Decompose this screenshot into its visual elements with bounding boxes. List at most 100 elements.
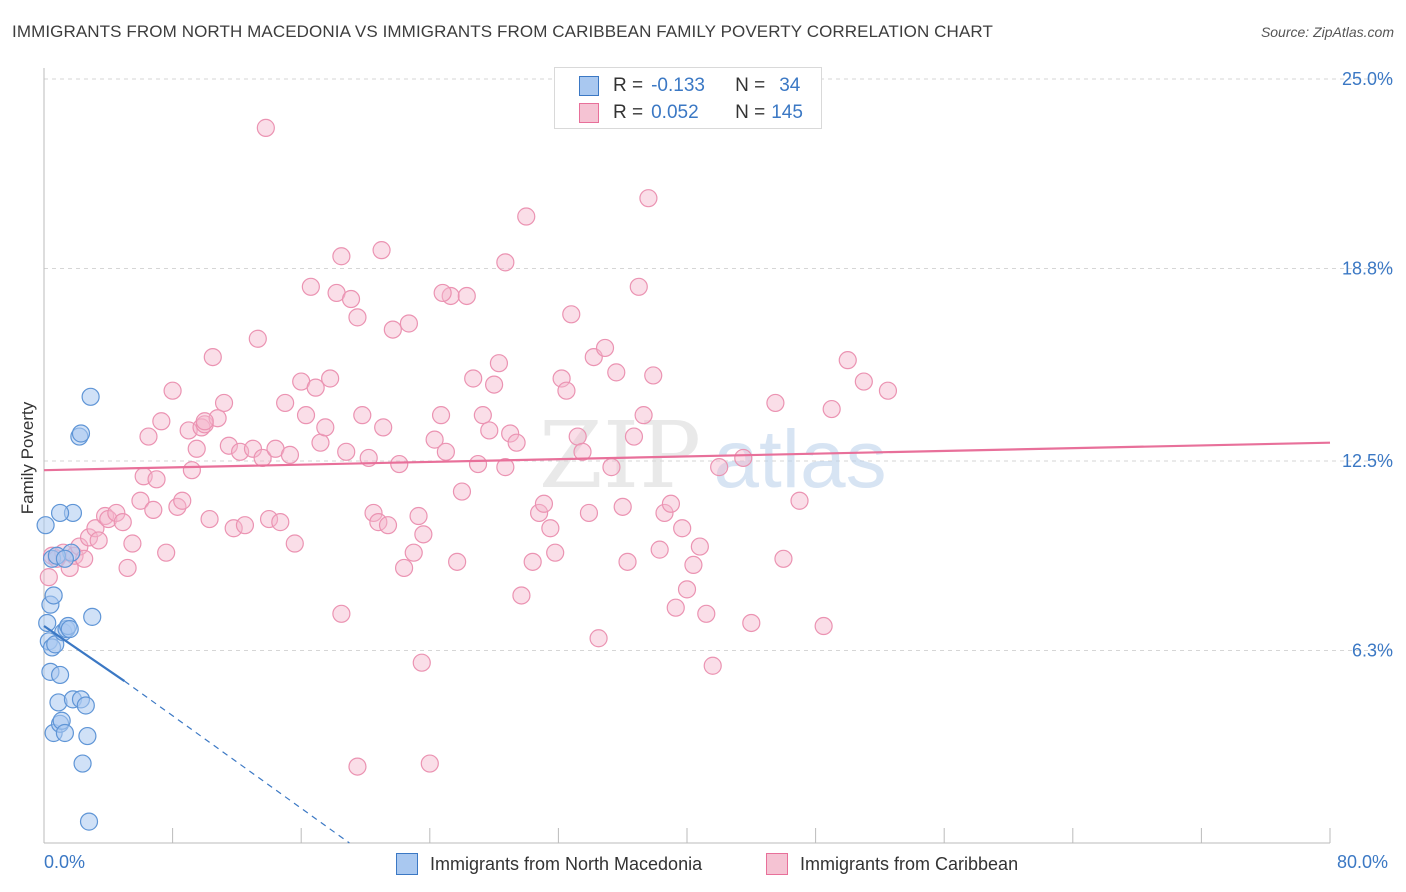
- caribbean-point: [412, 653, 431, 672]
- caribbean-point: [147, 470, 166, 489]
- caribbean-point: [673, 519, 692, 538]
- caribbean-point: [425, 430, 444, 449]
- caribbean-point: [332, 247, 351, 266]
- caribbean-point: [568, 427, 587, 446]
- caribbean-point: [414, 525, 433, 544]
- caribbean-point: [634, 406, 653, 425]
- caribbean-point: [409, 506, 428, 526]
- north-macedonia-point: [76, 696, 95, 715]
- north-macedonia-point: [79, 812, 99, 831]
- caribbean-point: [473, 406, 492, 425]
- caribbean-point: [507, 433, 526, 452]
- caribbean-point: [624, 427, 644, 446]
- caribbean-point: [489, 354, 509, 373]
- blue-swatch-icon: [396, 853, 418, 875]
- caribbean-point: [661, 494, 681, 513]
- caribbean-point: [595, 338, 615, 358]
- watermark-zip: ZIP: [539, 402, 701, 509]
- caribbean-point: [774, 549, 793, 568]
- caribbean-point: [337, 442, 356, 461]
- caribbean-point: [390, 454, 409, 474]
- caribbean-trendline: [43, 441, 1331, 472]
- caribbean-point: [364, 503, 383, 523]
- caribbean-point: [650, 540, 669, 559]
- north-macedonia-point: [55, 723, 74, 743]
- caribbean-point: [214, 393, 234, 413]
- r-value: -0.133: [651, 75, 705, 96]
- caribbean-point: [248, 329, 267, 348]
- chart-source: Source: ZipAtlas.com: [1260, 24, 1394, 40]
- north-macedonia-point: [38, 613, 57, 633]
- caribbean-point: [404, 543, 423, 562]
- blue-swatch-icon: [579, 76, 599, 96]
- r-value: 0.052: [651, 102, 699, 123]
- caribbean-point: [684, 555, 703, 575]
- caribbean-point: [589, 629, 608, 648]
- caribbean-point: [372, 241, 391, 260]
- caribbean-point: [271, 513, 290, 532]
- y-tick-label: 25.0%: [1342, 69, 1393, 89]
- caribbean-point: [280, 445, 300, 464]
- north-macedonia-point: [81, 387, 100, 406]
- caribbean-point: [448, 552, 467, 571]
- north-macedonia-point: [83, 607, 102, 626]
- caribbean-point: [512, 586, 531, 605]
- n-value: 145: [771, 102, 803, 123]
- caribbean-point: [276, 393, 295, 413]
- caribbean-point: [341, 289, 361, 309]
- caribbean-point: [690, 537, 709, 556]
- caribbean-point: [107, 503, 126, 523]
- caribbean-point: [629, 277, 648, 296]
- legend-label: Immigrants from Caribbean: [800, 853, 1019, 874]
- y-axis-label: Family Poverty: [18, 401, 37, 515]
- caribbean-point: [534, 494, 554, 513]
- caribbean-point: [734, 448, 753, 468]
- caribbean-point: [95, 506, 115, 526]
- caribbean-point: [468, 454, 488, 474]
- caribbean-point: [348, 308, 367, 327]
- caribbean-point: [562, 305, 581, 324]
- caribbean-point: [306, 378, 325, 397]
- caribbean-point: [321, 369, 340, 388]
- caribbean-point: [219, 436, 238, 455]
- caribbean-point: [89, 531, 108, 550]
- caribbean-point: [157, 543, 176, 562]
- pink-swatch-icon: [579, 103, 599, 123]
- caribbean-point: [485, 375, 504, 394]
- caribbean-point: [152, 412, 171, 431]
- pink-swatch-icon: [766, 853, 788, 875]
- north-macedonia-point: [73, 754, 92, 773]
- caribbean-point: [168, 497, 187, 516]
- north-macedonia-point: [78, 726, 97, 746]
- caribbean-point: [182, 461, 201, 480]
- caribbean-point: [496, 253, 515, 272]
- caribbean-point: [501, 424, 520, 443]
- caribbean-point: [838, 351, 857, 370]
- caribbean-point: [311, 433, 330, 452]
- caribbean-point: [39, 568, 58, 587]
- caribbean-point: [822, 399, 841, 419]
- caribbean-point: [259, 509, 279, 529]
- caribbean-point: [436, 442, 455, 461]
- north-macedonia-point: [50, 665, 70, 685]
- chart-title: IMMIGRANTS FROM NORTH MACEDONIA VS IMMIG…: [12, 22, 993, 41]
- caribbean-point: [316, 418, 335, 437]
- caribbean-point: [579, 503, 599, 523]
- caribbean-point: [878, 381, 898, 400]
- north-macedonia-point: [60, 619, 79, 639]
- caribbean-point: [710, 458, 729, 477]
- caribbean-point: [235, 516, 255, 535]
- caribbean-point: [703, 656, 722, 675]
- caribbean-point: [243, 439, 263, 458]
- caribbean-point: [285, 534, 304, 553]
- caribbean-point: [557, 381, 576, 400]
- caribbean-point: [195, 412, 214, 431]
- caribbean-point: [452, 482, 472, 501]
- caribbean-point: [742, 613, 761, 633]
- caribbean-point: [203, 347, 222, 367]
- caribbean-point: [523, 552, 542, 571]
- legend-row-blue: R = -0.133 N = 34: [579, 73, 800, 99]
- legend-row-pink: R = 0.052 N = 145: [579, 100, 803, 126]
- x-tick-label-min: 0.0%: [44, 852, 86, 872]
- caribbean-point: [383, 320, 402, 339]
